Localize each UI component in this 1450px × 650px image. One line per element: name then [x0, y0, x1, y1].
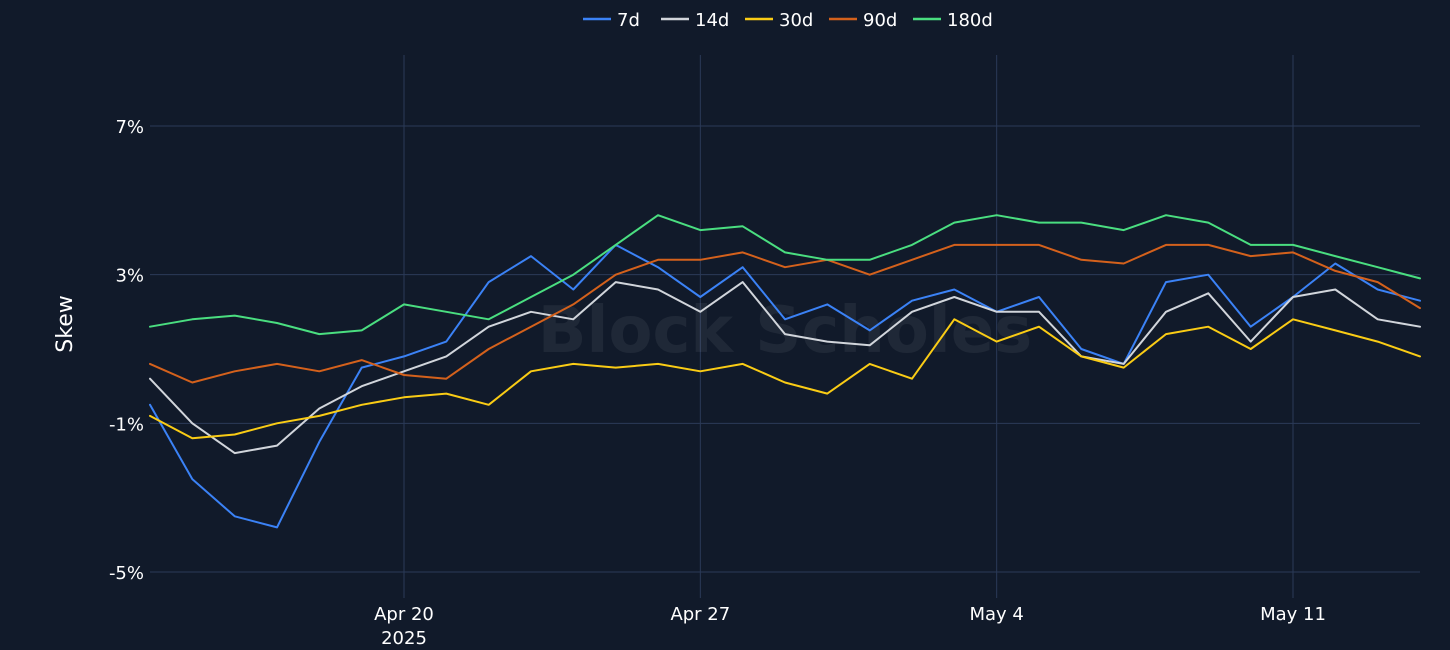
legend-label-180d: 180d: [947, 10, 993, 31]
x-tick-label: May 11: [1260, 604, 1326, 625]
watermark: Block Scholes: [538, 294, 1032, 368]
legend: 7d 14d 30d 90d 180d: [583, 10, 993, 31]
legend-label-14d: 14d: [695, 10, 729, 31]
legend-label-7d: 7d: [617, 10, 640, 31]
series-line-180d: [149, 214, 1421, 336]
series-layer: [149, 214, 1421, 529]
y-tick-label: -1%: [109, 414, 144, 435]
series-line-30d: [149, 318, 1421, 440]
x-tick-sublabel: 2025: [381, 628, 427, 649]
x-tick-label: Apr 20: [374, 604, 434, 625]
legend-label-30d: 30d: [779, 10, 813, 31]
y-axis-label: Skew: [53, 295, 78, 352]
legend-label-90d: 90d: [863, 10, 897, 31]
y-axis-ticks: 7% 3% -1% -5%: [109, 117, 144, 584]
y-tick-label: -5%: [109, 563, 144, 584]
series-line-7d: [149, 243, 1421, 529]
series-line-90d: [149, 243, 1421, 384]
y-tick-label: 7%: [115, 117, 144, 138]
series-line-14d: [149, 281, 1421, 455]
grid-layer: [150, 55, 1420, 598]
x-axis-ticks: Apr 20 2025 Apr 27 May 4 May 11: [374, 604, 1326, 649]
x-tick-label: May 4: [969, 604, 1023, 625]
x-tick-label: Apr 27: [670, 604, 730, 625]
y-tick-label: 3%: [115, 266, 144, 287]
